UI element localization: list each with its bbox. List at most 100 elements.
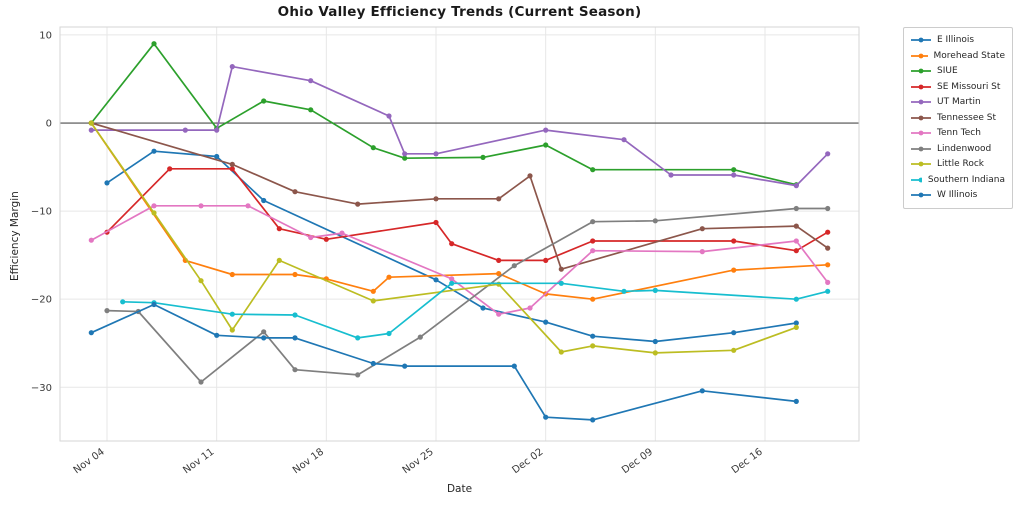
data-point-southern-indiana <box>292 312 298 318</box>
data-point-morehead-state <box>229 271 235 278</box>
legend-line-swatch-icon <box>911 115 931 121</box>
data-point-e-illinois <box>793 320 799 326</box>
data-point-w-illinois <box>261 335 267 341</box>
data-point-se-missouri-st <box>276 226 282 232</box>
data-point-tennessee-st <box>433 196 439 202</box>
data-point-siue <box>480 154 486 160</box>
data-point-tennessee-st <box>793 223 799 229</box>
data-point-southern-indiana <box>229 311 235 317</box>
data-point-tenn-tech <box>496 311 502 317</box>
legend-label: UT Martin <box>937 97 981 108</box>
data-point-ut-martin <box>308 78 314 84</box>
legend-item-w-illinois: W Illinois <box>911 189 1005 202</box>
data-point-w-illinois <box>543 414 549 420</box>
data-point-morehead-state <box>370 288 376 294</box>
legend-line-swatch-icon <box>911 53 928 59</box>
data-point-tenn-tech <box>699 249 705 255</box>
data-point-e-illinois <box>590 333 596 339</box>
chart-title: Ohio Valley Efficiency Trends (Current S… <box>277 4 642 20</box>
data-point-lindenwood <box>104 308 110 314</box>
data-point-se-missouri-st <box>433 219 439 226</box>
data-point-morehead-state <box>825 262 831 268</box>
data-point-siue <box>543 142 549 148</box>
legend-line-swatch-icon <box>911 130 931 136</box>
data-point-tenn-tech <box>88 237 94 243</box>
data-point-lindenwood <box>511 263 517 269</box>
y-tick-label: 10 <box>39 30 52 41</box>
data-point-se-missouri-st <box>543 257 549 263</box>
data-point-ut-martin <box>386 113 392 119</box>
data-point-little-rock <box>229 327 235 333</box>
data-point-little-rock <box>276 257 282 263</box>
data-point-e-illinois <box>731 330 737 336</box>
data-point-lindenwood <box>417 334 423 340</box>
data-point-tenn-tech <box>308 234 314 241</box>
data-point-lindenwood <box>261 329 267 335</box>
series-line-lindenwood <box>106 207 829 383</box>
data-point-ut-martin <box>731 172 737 178</box>
legend-label: Tenn Tech <box>937 128 981 139</box>
y-tick-label: −30 <box>31 383 52 394</box>
series-line-ut-martin <box>90 65 829 187</box>
data-point-morehead-state <box>590 296 596 302</box>
data-point-ut-martin <box>402 151 408 157</box>
data-point-little-rock <box>496 281 502 287</box>
data-point-ut-martin <box>433 151 439 157</box>
legend-line-swatch-icon <box>911 84 931 90</box>
legend-label: Lindenwood <box>937 143 992 154</box>
data-point-se-missouri-st <box>167 166 173 172</box>
data-point-siue <box>261 98 267 104</box>
data-point-ut-martin <box>668 172 674 178</box>
data-point-ut-martin <box>88 127 94 133</box>
data-point-tennessee-st <box>229 161 235 167</box>
data-point-tenn-tech <box>527 305 533 311</box>
data-point-tenn-tech <box>825 279 831 285</box>
data-point-tenn-tech <box>449 276 455 282</box>
plot-border <box>59 26 860 442</box>
data-point-tennessee-st <box>825 245 831 251</box>
data-point-tennessee-st <box>558 266 564 272</box>
data-point-tenn-tech <box>198 203 204 209</box>
data-point-little-rock <box>731 347 737 353</box>
data-point-se-missouri-st <box>731 238 737 244</box>
x-axis-label: Date <box>446 483 473 495</box>
data-point-w-illinois <box>88 330 94 336</box>
legend-item-siue: SIUE <box>911 65 1005 78</box>
data-point-tenn-tech <box>793 238 799 244</box>
data-point-tennessee-st <box>699 226 705 232</box>
data-point-tennessee-st <box>292 189 298 195</box>
data-point-se-missouri-st <box>590 238 596 244</box>
data-point-southern-indiana <box>621 288 627 294</box>
data-point-siue <box>151 41 157 47</box>
data-point-se-missouri-st <box>496 257 502 263</box>
data-point-little-rock <box>198 278 204 284</box>
data-point-tennessee-st <box>496 196 502 202</box>
data-point-e-illinois <box>480 305 486 311</box>
data-point-morehead-state <box>386 274 392 280</box>
data-point-ut-martin <box>182 127 188 133</box>
data-point-ut-martin <box>621 137 627 143</box>
data-point-tenn-tech <box>151 203 157 209</box>
data-point-little-rock <box>151 210 157 216</box>
data-point-little-rock <box>558 349 564 355</box>
series-line-siue <box>90 42 798 186</box>
x-tick-label: Nov 25 <box>401 447 436 477</box>
data-point-siue <box>308 107 314 113</box>
data-point-w-illinois <box>402 363 408 369</box>
y-tick-label: −20 <box>31 295 52 306</box>
data-point-little-rock <box>88 120 94 126</box>
data-point-little-rock <box>590 343 596 349</box>
x-tick-label: Nov 04 <box>72 447 107 477</box>
data-point-little-rock <box>370 298 376 304</box>
data-point-morehead-state <box>496 271 502 277</box>
data-point-siue <box>370 145 376 151</box>
x-tick-label: Nov 18 <box>291 447 326 477</box>
data-point-southern-indiana <box>825 288 831 294</box>
data-point-se-missouri-st <box>825 229 831 235</box>
data-point-southern-indiana <box>355 335 361 341</box>
data-point-se-missouri-st <box>793 248 799 254</box>
legend-label: SE Missouri St <box>937 81 1001 92</box>
data-point-little-rock <box>652 350 658 356</box>
